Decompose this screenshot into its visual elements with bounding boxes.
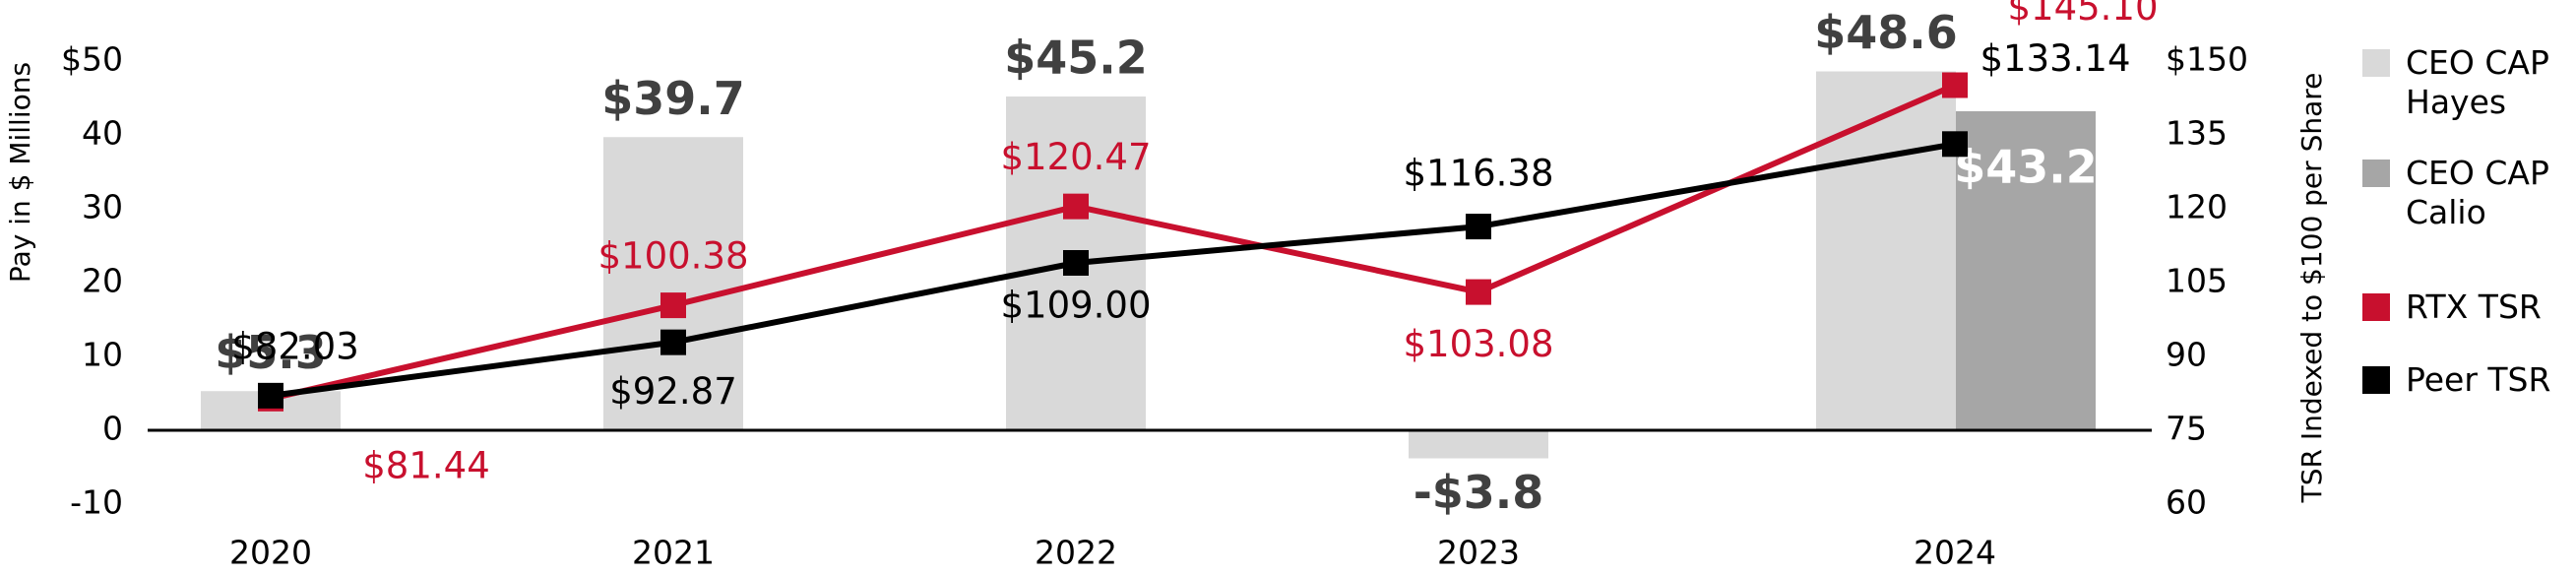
line-value-label: $109.00: [1000, 285, 1151, 327]
y-tick-label: 0: [102, 410, 123, 448]
legend-swatch: [2362, 293, 2390, 321]
bar: [1956, 111, 2096, 430]
x-tick-label: 2024: [1914, 534, 1996, 572]
y-tick-label: 20: [82, 262, 123, 300]
line-marker: [1942, 131, 1968, 158]
line-marker: [1466, 279, 1491, 305]
bar: [1816, 71, 1956, 430]
legend-swatch: [2362, 160, 2390, 187]
line-value-label: $92.87: [609, 370, 736, 413]
y2-tick-label: 60: [2166, 483, 2207, 522]
bar-value-label: $43.2: [1954, 141, 2098, 194]
legend-label: CEO CAP Hayes: [2406, 43, 2549, 121]
bar-value-label: $45.2: [1004, 32, 1148, 85]
y-tick-label: 40: [82, 114, 123, 153]
line-value-label: $103.08: [1403, 323, 1553, 365]
y2-axis-title: TSR Indexed to $100 per Share: [2295, 73, 2328, 504]
line-marker: [660, 329, 686, 355]
line-value-label: $145.10: [2007, 0, 2158, 29]
y-tick-label: $50: [61, 40, 123, 79]
legend-swatch: [2362, 49, 2390, 77]
legend-label: RTX TSR: [2406, 288, 2542, 326]
line-value-label: $82.03: [231, 325, 358, 367]
legend-label: CEO CAP Calio: [2406, 154, 2549, 231]
y2-tick-label: 90: [2166, 336, 2207, 374]
line-marker: [258, 382, 283, 409]
x-tick-label: 2022: [1035, 534, 1117, 572]
legend-label: Peer TSR: [2406, 360, 2551, 399]
legend-item: RTX TSR: [2362, 288, 2553, 327]
bar-value-label: $5.3: [215, 326, 327, 379]
legend-swatch: [2362, 366, 2390, 394]
y-tick-label: -10: [70, 483, 123, 522]
line-value-label: $81.44: [362, 444, 489, 486]
x-tick-label: 2020: [229, 534, 312, 572]
x-tick-label: 2021: [632, 534, 715, 572]
line-marker: [660, 292, 686, 319]
y2-tick-label: 120: [2166, 188, 2228, 226]
legend-item: CEO CAP Calio: [2362, 154, 2553, 232]
y-tick-label: 10: [82, 336, 123, 374]
bar: [603, 137, 743, 430]
line-marker: [1063, 250, 1089, 276]
line-marker: [1942, 72, 1968, 98]
x-tick-label: 2023: [1437, 534, 1520, 572]
line-value-label: $116.38: [1403, 153, 1553, 195]
line-value-label: $120.47: [1000, 136, 1151, 178]
line-marker: [1466, 214, 1491, 240]
bar-value-label: $39.7: [601, 72, 745, 125]
line-value-label: $100.38: [597, 235, 748, 278]
y-axis-title: Pay in $ Millions: [4, 62, 36, 283]
bar-value-label: -$3.8: [1414, 466, 1544, 519]
line-value-label: $133.14: [1979, 37, 2130, 80]
bar-value-label: $48.6: [1814, 6, 1958, 59]
y2-tick-label: 105: [2166, 262, 2228, 300]
bar: [1409, 430, 1548, 459]
legend-item: Peer TSR: [2362, 360, 2553, 400]
y2-tick-label: 75: [2166, 410, 2207, 448]
legend-item: CEO CAP Hayes: [2362, 43, 2553, 122]
line-marker: [1063, 193, 1089, 220]
y2-tick-label: 135: [2166, 114, 2228, 153]
y2-tick-label: $150: [2166, 40, 2248, 79]
y-tick-label: 30: [82, 188, 123, 226]
